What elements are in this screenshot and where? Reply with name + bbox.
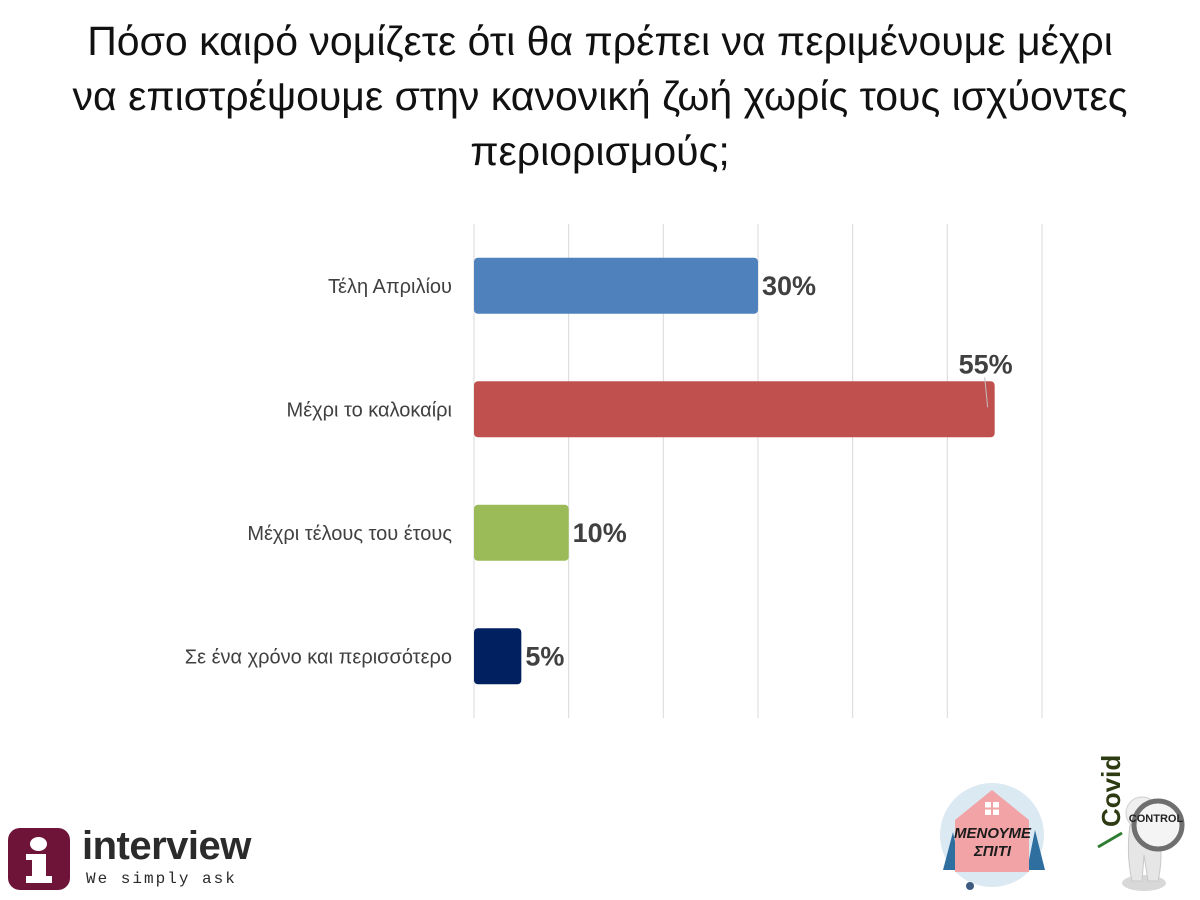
value-label: 55% <box>959 349 1013 379</box>
category-label: Σε ένα χρόνο και περισσότερο <box>185 646 452 668</box>
category-label: Μέχρι τέλους του έτους <box>247 523 452 545</box>
bar <box>474 505 569 561</box>
stay-home-line1: ΜΕΝΟΥΜΕ <box>935 825 1050 842</box>
value-label: 10% <box>573 518 627 548</box>
category-label: Τέλη Απριλίου <box>328 276 452 298</box>
info-icon <box>8 828 70 890</box>
bar <box>474 258 758 314</box>
interview-logo: interview We simply ask <box>8 828 268 892</box>
chart-value-labels: 30% 55% 10% 5% <box>525 271 1012 672</box>
category-label: Μέχρι το καλοκαίρι <box>287 399 452 421</box>
chart-category-labels: Τέλη Απριλίου Μέχρι το καλοκαίρι Μέχρι τέλ… <box>185 276 453 669</box>
bar <box>474 381 995 437</box>
logo-name: interview <box>82 824 251 869</box>
value-label: 5% <box>525 641 564 671</box>
stay-home-badge: ΜΕΝΟΥΜΕ ΣΠΙΤΙ <box>935 780 1050 895</box>
covid-control-logo: Covid CONTROL <box>1092 755 1192 895</box>
logo-tagline: We simply ask <box>86 870 237 888</box>
bar <box>474 628 521 684</box>
bar-chart: Τέλη Απριλίου Μέχρι το καλοκαίρι Μέχρι τέλ… <box>0 0 1200 900</box>
chart-bars <box>474 258 995 685</box>
control-word: CONTROL <box>1128 813 1184 825</box>
stay-home-line2: ΣΠΙΤΙ <box>935 843 1050 860</box>
value-label: 30% <box>762 271 816 301</box>
covid-word: Covid <box>1096 755 1127 827</box>
